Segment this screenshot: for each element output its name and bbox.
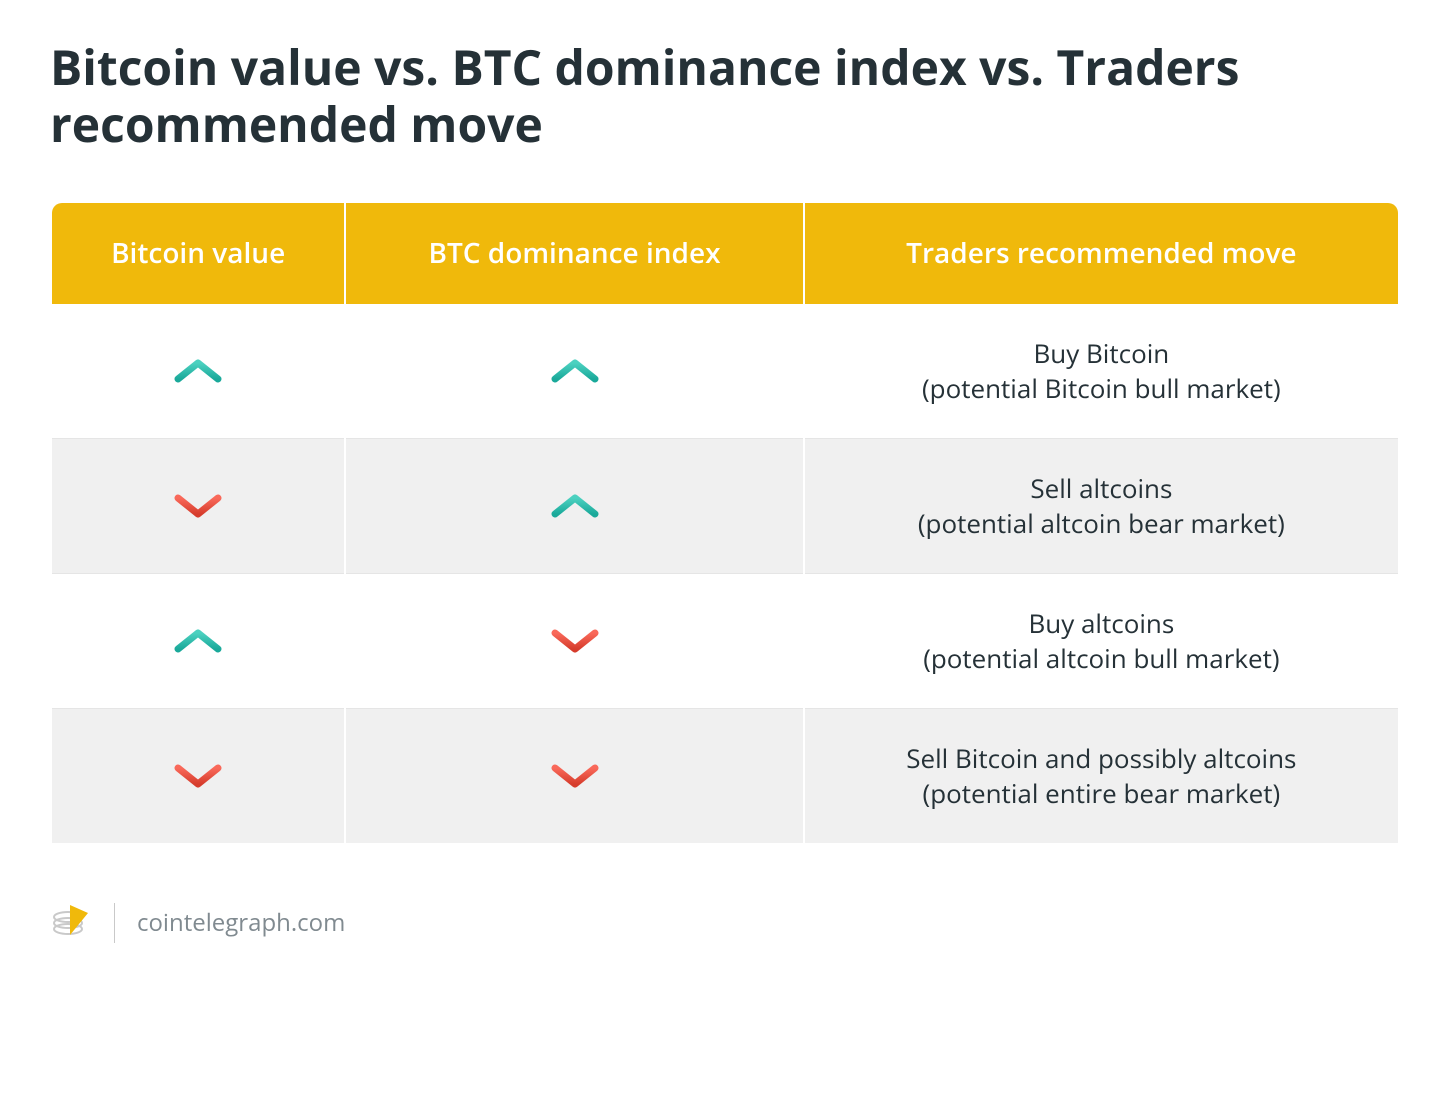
move-main-text: Sell altcoins <box>823 471 1380 506</box>
cell-btc-value <box>52 439 344 574</box>
move-sub-text: (potential altcoin bear market) <box>823 506 1380 541</box>
cell-dominance <box>346 439 802 574</box>
move-main-text: Buy altcoins <box>823 606 1380 641</box>
comparison-table: Bitcoin value BTC dominance index Trader… <box>50 203 1400 843</box>
table-row: Sell Bitcoin and possibly altcoins (pote… <box>52 709 1398 843</box>
footer-divider <box>114 903 115 943</box>
cell-move: Buy Bitcoin (potential Bitcoin bull mark… <box>805 304 1398 439</box>
move-main-text: Buy Bitcoin <box>823 336 1380 371</box>
table-row: Buy Bitcoin (potential Bitcoin bull mark… <box>52 304 1398 439</box>
col-header-dominance: BTC dominance index <box>346 203 802 303</box>
col-header-move: Traders recommended move <box>805 203 1398 303</box>
cell-btc-value <box>52 304 344 439</box>
arrow-down-icon <box>174 762 222 790</box>
arrow-up-icon <box>174 627 222 655</box>
footer-source-text: cointelegraph.com <box>137 906 345 939</box>
move-main-text: Sell Bitcoin and possibly altcoins <box>823 741 1380 776</box>
arrow-up-icon <box>551 492 599 520</box>
table-row: Buy altcoins (potential altcoin bull mar… <box>52 574 1398 709</box>
footer: cointelegraph.com <box>50 899 1400 946</box>
arrow-up-icon <box>551 357 599 385</box>
cell-dominance <box>346 304 802 439</box>
cointelegraph-logo-icon <box>50 899 92 946</box>
arrow-down-icon <box>551 762 599 790</box>
table-body: Buy Bitcoin (potential Bitcoin bull mark… <box>52 304 1398 844</box>
cell-dominance <box>346 574 802 709</box>
cell-move: Buy altcoins (potential altcoin bull mar… <box>805 574 1398 709</box>
cell-btc-value <box>52 574 344 709</box>
cell-dominance <box>346 709 802 843</box>
cell-move: Sell Bitcoin and possibly altcoins (pote… <box>805 709 1398 843</box>
col-header-btc-value: Bitcoin value <box>52 203 344 303</box>
chart-title: Bitcoin value vs. BTC dominance index vs… <box>50 40 1400 153</box>
cell-btc-value <box>52 709 344 843</box>
move-sub-text: (potential altcoin bull market) <box>823 641 1380 676</box>
move-sub-text: (potential entire bear market) <box>823 776 1380 811</box>
arrow-down-icon <box>174 492 222 520</box>
arrow-down-icon <box>551 627 599 655</box>
move-sub-text: (potential Bitcoin bull market) <box>823 371 1380 406</box>
cell-move: Sell altcoins (potential altcoin bear ma… <box>805 439 1398 574</box>
table-header-row: Bitcoin value BTC dominance index Trader… <box>52 203 1398 303</box>
table-row: Sell altcoins (potential altcoin bear ma… <box>52 439 1398 574</box>
arrow-up-icon <box>174 357 222 385</box>
